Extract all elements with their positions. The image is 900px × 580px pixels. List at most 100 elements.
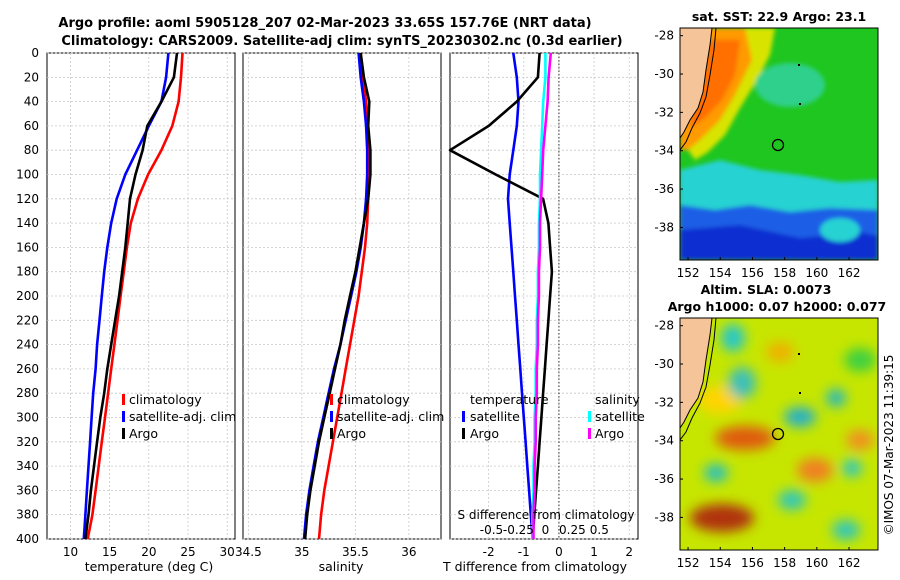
legend-label-satellite: satellite-adj. clim (337, 409, 444, 424)
map-lat-label: -32 (654, 105, 674, 119)
sla-green-patch (844, 348, 876, 372)
sla-warm-eddy (766, 342, 794, 362)
map-lon-label: 152 (677, 556, 700, 570)
map-lon-label: 160 (805, 556, 828, 570)
sla-cold-eddy (778, 490, 806, 510)
sst-yellow-band (688, 28, 775, 160)
x-tick-label: 36 (401, 545, 416, 559)
legend-swatch-s-argo (588, 428, 591, 439)
x-tick-label: 1 (590, 545, 598, 559)
map-lon-label: 152 (677, 266, 700, 280)
s-tick-label: -0.25 (503, 523, 534, 537)
sla-map-frame (679, 317, 879, 551)
map-lat-label: -28 (654, 29, 674, 43)
x-tick-label: 35 (294, 545, 309, 559)
sst-island-dot (799, 103, 801, 105)
sst-cyan-patch (820, 218, 860, 242)
x-axes: 10 15 20 25 30 34.5 35 35.5 36 -2 -1 0 1 2-0.5 -0.25 0 0… (63, 523, 633, 559)
sla-map-ticks: 152 154 156 158 160 162 -28 -30 -32 -34 -36 -38 (654, 319, 860, 570)
sst-map-frame (679, 27, 879, 261)
legend-swatch-satellite (122, 411, 125, 422)
sla-warm-eddy (797, 458, 833, 482)
sla-cold-eddy (832, 520, 860, 540)
depth-tick-label: 300 (16, 411, 39, 425)
depth-tick-label: 120 (16, 192, 39, 206)
legend-swatch-t-argo (462, 428, 465, 439)
depth-tick-label: 0 (31, 46, 39, 60)
legend-swatch-argo (122, 428, 125, 439)
sst-float-marker (771, 138, 785, 152)
x-tick-label: 2 (625, 545, 633, 559)
x-tick-label: 10 (63, 545, 78, 559)
s-tick-label: 0 (542, 523, 550, 537)
s-tick-label: 0.5 (590, 523, 609, 537)
map-lat-label: -30 (654, 67, 674, 81)
depth-tick-label: 80 (24, 143, 39, 157)
legend-label-s-argo: Argo (595, 426, 624, 441)
depth-tick-label: 20 (24, 70, 39, 84)
sla-map (680, 318, 878, 550)
depth-tick-label: 400 (16, 532, 39, 546)
sla-coast-contour (680, 318, 717, 441)
sst-map-ticks: 152 154 156 158 160 162 -28 -30 -32 -34 -36 -38 (654, 29, 860, 280)
sst-map (680, 28, 878, 260)
x-tick-label: 0 (555, 545, 563, 559)
map-lon-label: 154 (709, 556, 732, 570)
depth-tick-label: 240 (16, 338, 39, 352)
sst-cool-eddy (755, 63, 825, 107)
series-line-temperature-argo (448, 52, 554, 540)
series-line-argo (84, 52, 179, 540)
map-lon-label: 162 (838, 266, 861, 280)
sla-cold-eddy (728, 367, 756, 399)
legend-label-s-satellite: satellite (595, 409, 645, 424)
profile-grids (46, 52, 639, 540)
depth-tick-label: 280 (16, 386, 39, 400)
series-line-salinity-argo (532, 52, 553, 539)
depth-tick-label: 220 (16, 313, 39, 327)
sla-land (680, 318, 713, 429)
figure-title-line2: Climatology: CARS2009. Satellite-adj cli… (61, 34, 622, 49)
sst-map-title: sat. SST: 22.9 Argo: 23.1 (692, 9, 866, 24)
salinity-legend: climatology satellite-adj. clim Argo (330, 392, 444, 441)
map-lat-label: -28 (654, 319, 674, 333)
x-tick-label: 34.5 (235, 545, 262, 559)
map-lon-label: 162 (838, 556, 861, 570)
sla-island-dot (798, 353, 800, 355)
depth-tick-label: 340 (16, 459, 39, 473)
sst-land (680, 28, 713, 139)
map-lon-label: 158 (773, 266, 796, 280)
sst-cyan-band (680, 160, 878, 212)
depth-tick-label: 60 (24, 119, 39, 133)
map-lon-label: 156 (741, 556, 764, 570)
legend-swatch-argo (330, 428, 333, 439)
legend-swatch-climatology (122, 394, 125, 405)
sla-field (690, 324, 876, 540)
map-lon-label: 158 (773, 556, 796, 570)
sla-cold-eddy (842, 459, 862, 477)
map-lat-label: -36 (654, 182, 674, 196)
sla-map-title-line2: Argo h1000: 0.07 h2000: 0.077 (668, 299, 887, 314)
legend-swatch-t-satellite (462, 411, 465, 422)
sst-island-dot (798, 64, 800, 66)
figure-title-line1: Argo profile: aoml 5905128_207 02-Mar-20… (58, 16, 591, 31)
sla-map-title-line1: Altim. SLA: 0.0073 (701, 282, 832, 297)
legend-swatch-satellite (330, 411, 333, 422)
x-tick-label: 30 (220, 545, 235, 559)
depth-tick-label: 360 (16, 483, 39, 497)
map-lon-label: 154 (709, 266, 732, 280)
depth-tick-label: 200 (16, 289, 39, 303)
x-tick-label: 20 (141, 545, 156, 559)
depth-tick-label: 140 (16, 216, 39, 230)
sst-deep-blue (680, 225, 878, 260)
map-lat-label: -32 (654, 395, 674, 409)
temperature-legend: climatology satellite-adj. clim Argo (122, 392, 236, 441)
depth-tick-label: 100 (16, 168, 39, 182)
series-line-argo (303, 52, 372, 540)
sla-warm-patch (698, 386, 742, 414)
profile-series (82, 52, 554, 540)
legend-label-satellite: satellite-adj. clim (129, 409, 236, 424)
legend-label-argo: Argo (337, 426, 366, 441)
depth-tick-label: 160 (16, 240, 39, 254)
s-tick-label: 0.25 (559, 523, 586, 537)
